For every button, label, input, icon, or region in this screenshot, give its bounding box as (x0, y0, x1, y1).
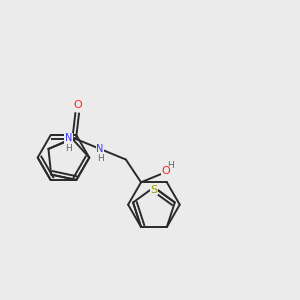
Text: O: O (162, 166, 171, 176)
Text: S: S (150, 185, 158, 195)
Text: N: N (65, 134, 72, 143)
Text: H: H (167, 161, 174, 170)
Text: H: H (65, 144, 72, 153)
Text: O: O (73, 100, 82, 110)
Text: N: N (96, 144, 104, 154)
Text: H: H (97, 154, 104, 164)
